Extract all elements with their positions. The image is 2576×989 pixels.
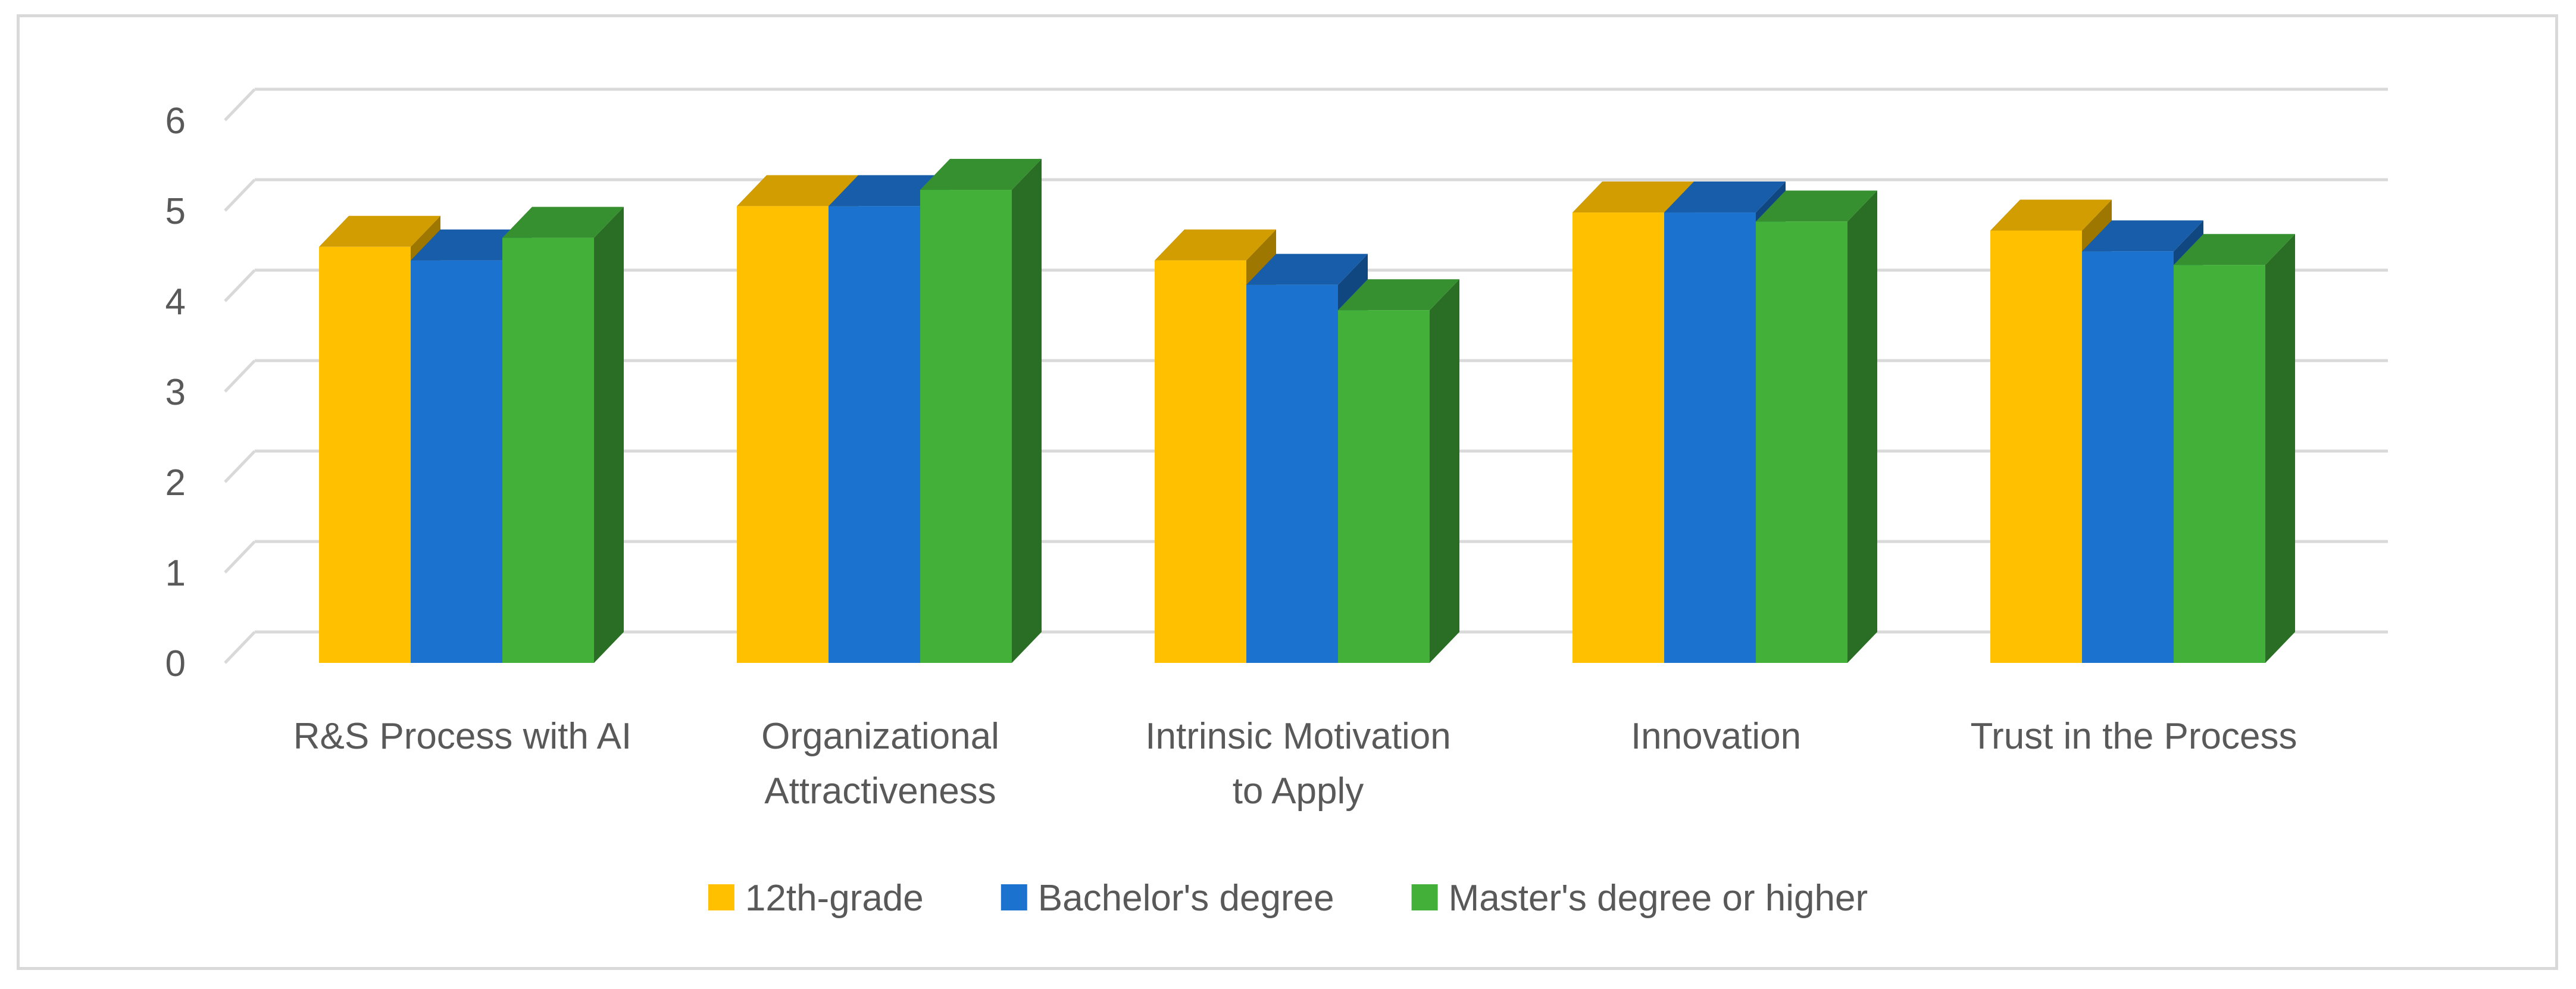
- y-tick-label: 5: [165, 191, 186, 232]
- gridline-depth: [224, 359, 256, 393]
- bar-front: [1664, 212, 1756, 663]
- bar-side: [1430, 279, 1459, 663]
- bar-front: [2082, 251, 2174, 663]
- bar-front: [502, 237, 594, 663]
- legend-label: Master's degree or higher: [1449, 878, 1868, 919]
- bar-top: [829, 175, 950, 206]
- category-label: Trust in the Process: [1970, 716, 2297, 757]
- category-label-line: R&S Process with AI: [293, 716, 632, 757]
- legend-item: Bachelor's degree: [1001, 878, 1334, 919]
- legend-item: Master's degree or higher: [1411, 878, 1868, 919]
- y-axis-ticks: 0 1 2 3 4 5 6: [165, 101, 186, 684]
- legend-swatch: [1411, 884, 1438, 910]
- gridline-depth: [224, 631, 256, 664]
- bar-front: [411, 260, 502, 663]
- bar-front: [829, 206, 920, 663]
- category-label: Intrinsic Motivation to Apply: [1145, 716, 1450, 812]
- bar-side: [594, 206, 624, 663]
- bar-top: [737, 175, 858, 206]
- bar: [1338, 279, 1459, 663]
- y-tick-label: 4: [165, 281, 186, 323]
- gridline-depth: [224, 269, 256, 302]
- bar-front: [920, 190, 1012, 663]
- bar-front: [2174, 265, 2265, 663]
- category-label: R&S Process with AI: [293, 716, 632, 757]
- bar-top: [920, 159, 1042, 190]
- legend-swatch: [708, 884, 734, 910]
- bar-top: [502, 206, 624, 238]
- bar-front: [1246, 284, 1338, 663]
- bar-top: [1990, 199, 2112, 231]
- bar-top: [1155, 229, 1276, 261]
- bar-front: [1990, 230, 2082, 663]
- bar-top: [1246, 253, 1368, 285]
- bar-top: [1756, 190, 1877, 222]
- bars: [319, 159, 2295, 663]
- bar-front: [319, 246, 411, 663]
- bar-top: [411, 229, 532, 261]
- legend-item: 12th-grade: [708, 878, 924, 919]
- y-tick-label: 1: [165, 553, 186, 594]
- bar: [2174, 234, 2295, 663]
- category-label-line: Trust in the Process: [1970, 716, 2297, 757]
- category-label-line: Innovation: [1631, 716, 1801, 757]
- y-tick-label: 6: [165, 101, 186, 142]
- y-tick-label: 3: [165, 372, 186, 413]
- legend-label: Bachelor's degree: [1038, 878, 1334, 919]
- category-label-line: Intrinsic Motivation: [1145, 716, 1450, 757]
- legend-label: 12th-grade: [745, 878, 924, 919]
- bar: [502, 206, 624, 663]
- bar: [319, 215, 440, 663]
- category-label-line: to Apply: [1233, 771, 1364, 812]
- category-label: Innovation: [1631, 716, 1801, 757]
- gridline-depth: [224, 179, 256, 212]
- category-label-line: Organizational: [761, 716, 999, 757]
- y-tick-label: 0: [165, 643, 186, 684]
- bar-top: [2082, 220, 2203, 252]
- bar-side: [2265, 234, 2295, 663]
- category-labels: R&S Process with AI Organizational Attract…: [293, 716, 2297, 812]
- category-label: Organizational Attractiveness: [761, 716, 999, 812]
- y-tick-label: 2: [165, 462, 186, 503]
- bar-top: [1664, 181, 1786, 213]
- bar-front: [1338, 310, 1430, 663]
- bar-front: [1756, 221, 1847, 663]
- bar-side: [1012, 159, 1042, 663]
- bar-top: [319, 215, 440, 247]
- bar: [1756, 190, 1877, 663]
- gridline-depth: [224, 540, 256, 574]
- bar-front: [1155, 260, 1246, 663]
- bar-top: [1573, 181, 1694, 213]
- bar-top: [2174, 234, 2295, 265]
- legend: 12th-grade Bachelor's degree Master's degr…: [708, 878, 1868, 919]
- category-label-line: Attractiveness: [764, 771, 996, 812]
- bar-top: [1338, 279, 1459, 311]
- legend-swatch: [1001, 884, 1027, 910]
- bar-front: [737, 206, 829, 663]
- bar: [920, 159, 1042, 663]
- gridline-depth: [224, 450, 256, 483]
- bar-front: [1573, 212, 1664, 663]
- bar-side: [1847, 190, 1877, 663]
- gridline-depth: [224, 88, 256, 121]
